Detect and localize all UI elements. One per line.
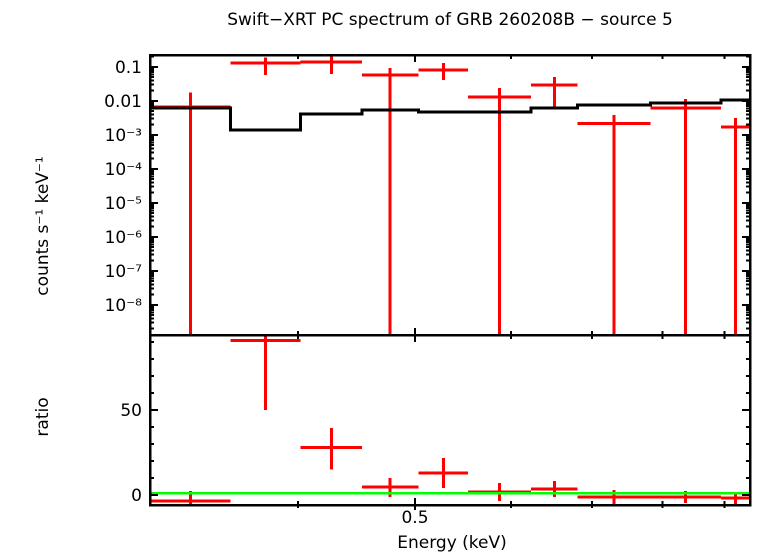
ratio-tick-label: 50 [120, 401, 142, 421]
y-tick-label: 10⁻⁷ [105, 262, 143, 282]
ratio-panel-frame [148, 333, 752, 507]
ratio-tick-label: 0 [131, 486, 142, 506]
plot-title: Swift−XRT PC spectrum of GRB 260208B − s… [227, 10, 673, 30]
chart-layer: 0.1 0.01 10⁻³ 10⁻⁴ 10⁻⁵ 10⁻⁶ 10⁻⁷ 10⁻⁸ 0 50 [104, 53, 752, 510]
y-tick-label: 10⁻⁵ [105, 194, 142, 214]
y-tick-label: 0.1 [115, 58, 142, 78]
y-tick-label: 10⁻⁴ [105, 160, 143, 180]
y-tick-label: 10⁻⁸ [105, 296, 143, 316]
y-tick-label: 0.01 [104, 92, 142, 112]
y-axis-title-ratio: ratio [33, 397, 53, 436]
x-axis-title: Energy (keV) [397, 533, 507, 553]
model-line [150, 98, 750, 132]
spectrum-panel-frame [148, 53, 752, 337]
y-axis-title-counts: counts s⁻¹ keV⁻¹ [33, 156, 53, 295]
y-tick-label: 10⁻³ [105, 126, 142, 146]
x-tick-label: 0.5 [401, 508, 428, 528]
y-tick-label: 10⁻⁶ [105, 228, 143, 248]
